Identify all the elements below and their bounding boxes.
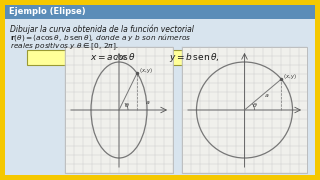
Bar — [5, 5, 315, 19]
Text: Dibujar la curva obtenida de la función vectorial: Dibujar la curva obtenida de la función … — [10, 24, 194, 33]
Text: $a$: $a$ — [264, 92, 269, 99]
Text: Ejemplo (Elipse): Ejemplo (Elipse) — [9, 8, 86, 17]
Bar — [182, 47, 307, 173]
Text: $b$: $b$ — [121, 53, 127, 61]
Text: $x = a\cos\theta \qquad\qquad y = b\,\mathrm{sen}\,\theta,$: $x = a\cos\theta \qquad\qquad y = b\,\ma… — [90, 51, 220, 64]
Text: $\theta$: $\theta$ — [252, 101, 257, 109]
FancyBboxPatch shape — [27, 50, 282, 65]
Text: reales positivos y $\theta \in [0,\, 2\pi]$.: reales positivos y $\theta \in [0,\, 2\p… — [10, 41, 118, 53]
Text: $\mathbf{r}(\theta) = \langle a\cos\theta,\, b\,\mathrm{sen}\,\theta\rangle$, do: $\mathbf{r}(\theta) = \langle a\cos\thet… — [10, 32, 191, 43]
Text: $(x, y)$: $(x, y)$ — [139, 66, 154, 75]
Text: $(x, y)$: $(x, y)$ — [283, 72, 298, 81]
Bar — [65, 47, 173, 173]
Text: $a$: $a$ — [145, 99, 150, 106]
Bar — [5, 19, 315, 175]
Text: $\theta$: $\theta$ — [124, 101, 130, 109]
